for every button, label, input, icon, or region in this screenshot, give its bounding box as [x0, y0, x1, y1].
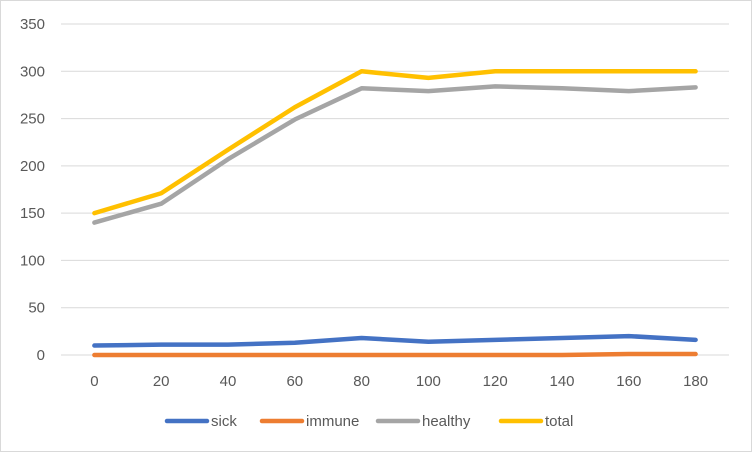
legend: sick immune healthy total: [164, 413, 573, 430]
x-tick-label: 120: [483, 373, 508, 390]
legend-label-total: total: [545, 413, 573, 430]
x-axis-tick-labels: 0 20 40 60 80 100 120 140 160 180: [90, 373, 708, 390]
y-tick-label: 300: [20, 63, 45, 80]
y-tick-label: 200: [20, 158, 45, 175]
y-tick-label: 100: [20, 252, 45, 269]
x-tick-label: 60: [286, 373, 303, 390]
y-tick-label: 50: [28, 300, 45, 317]
series-line-immune: [92, 351, 698, 358]
series-lines: [92, 69, 698, 358]
x-tick-label: 20: [153, 373, 170, 390]
gridlines: [61, 23, 729, 356]
legend-label-immune: immune: [306, 413, 359, 430]
x-tick-label: 160: [616, 373, 641, 390]
series-line-total: [92, 69, 698, 216]
y-axis-tick-labels: 0 50 100 150 200 250 300 350: [20, 16, 45, 364]
x-tick-label: 0: [90, 373, 98, 390]
y-tick-label: 250: [20, 111, 45, 128]
y-tick-label: 150: [20, 205, 45, 222]
series-line-healthy: [92, 84, 698, 225]
legend-label-healthy: healthy: [422, 413, 471, 430]
y-tick-label: 0: [37, 347, 45, 364]
x-tick-label: 40: [220, 373, 237, 390]
x-tick-label: 140: [549, 373, 574, 390]
x-tick-label: 100: [416, 373, 441, 390]
legend-label-sick: sick: [211, 413, 237, 430]
x-tick-label: 80: [353, 373, 370, 390]
series-line-sick: [92, 333, 698, 348]
x-tick-label: 180: [683, 373, 708, 390]
y-tick-label: 350: [20, 16, 45, 33]
